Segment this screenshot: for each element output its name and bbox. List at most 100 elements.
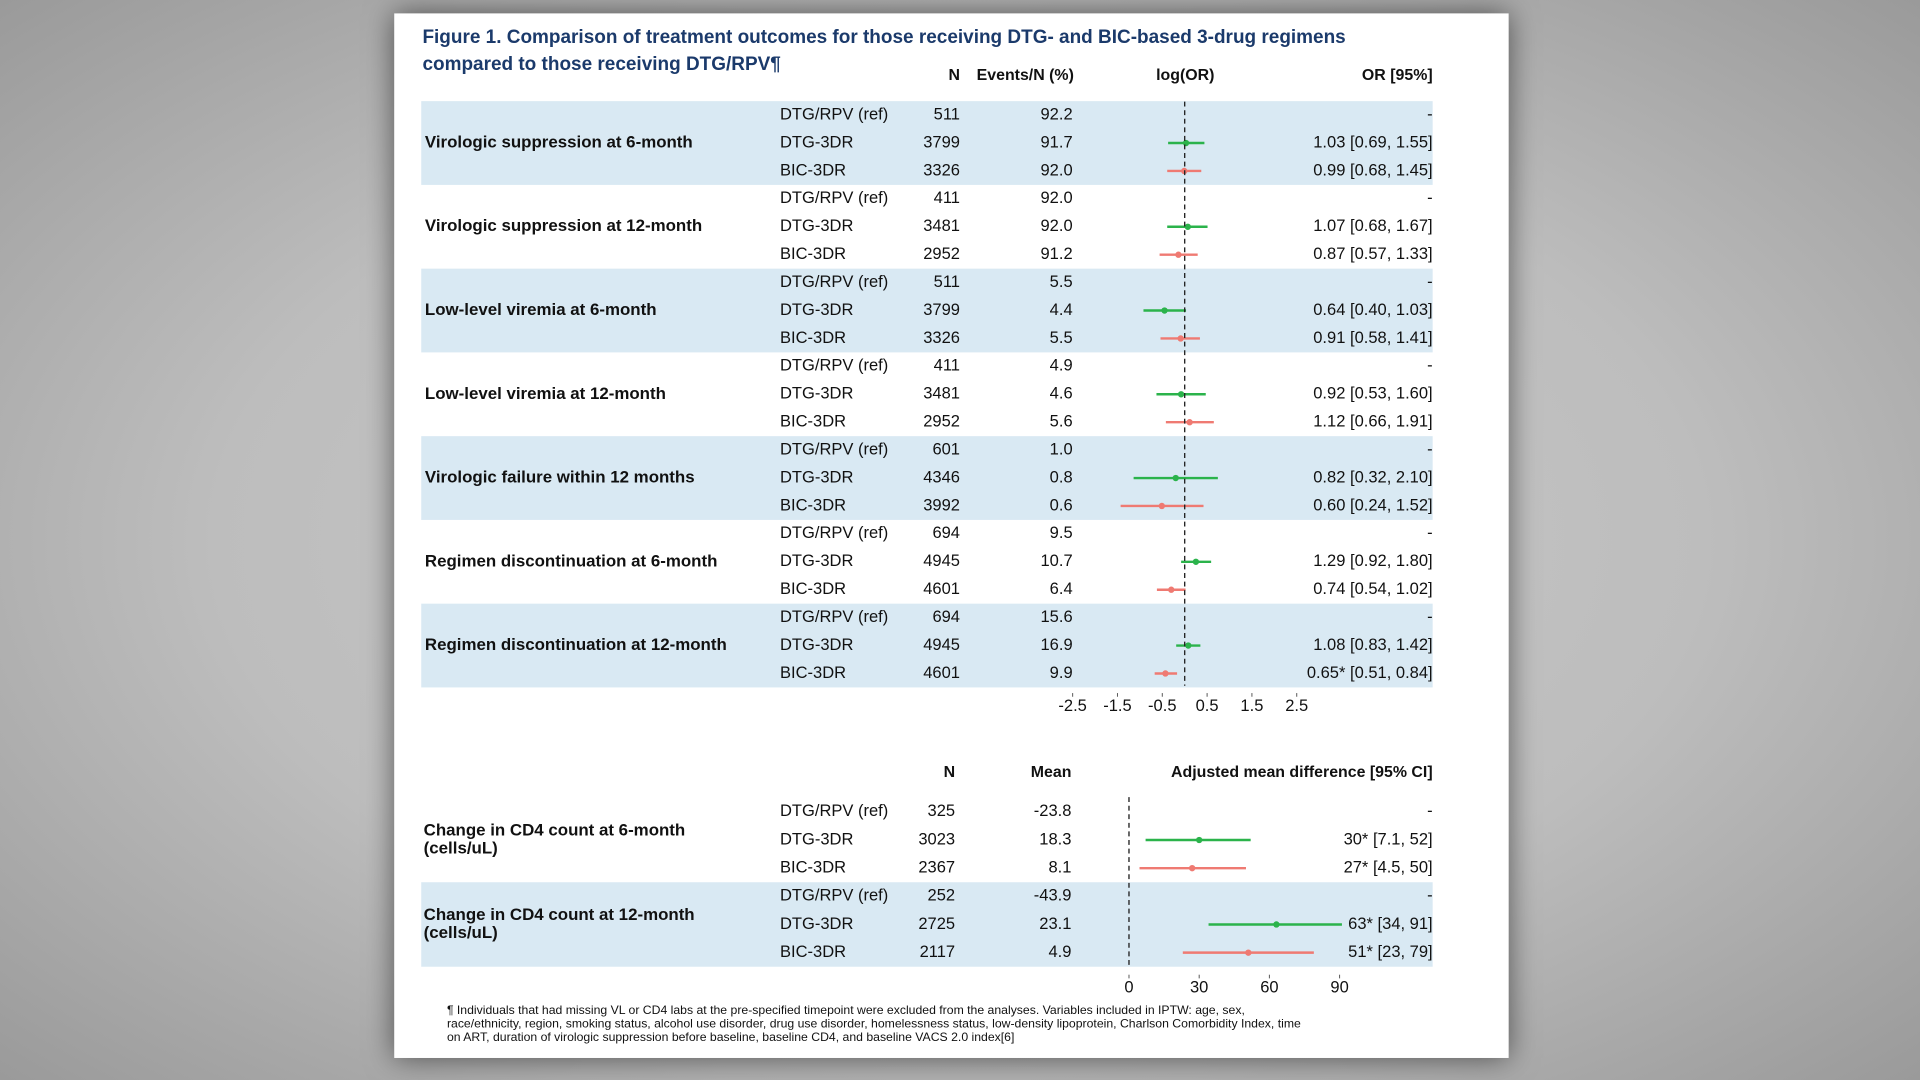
regimen: BIC-3DR [780,942,846,961]
estimate-label: 63* [34, 91] [1348,914,1432,933]
group-label: Regimen discontinuation at 6-month [425,551,718,570]
group-band [421,436,1433,520]
regimen: DTG/RPV (ref) [780,801,888,820]
n-value: 4945 [923,551,960,570]
events-value: 9.5 [1050,523,1073,542]
group-label: Virologic suppression at 12-month [425,216,702,235]
n-value: 601 [932,439,960,458]
estimate-label: 1.29 [0.92, 1.80] [1313,551,1432,570]
n-value: 3992 [923,495,960,514]
n-value: 3481 [923,384,960,403]
regimen: DTG/RPV (ref) [780,439,888,458]
events-value: 23.1 [1039,914,1071,933]
x-tick-label: 1.5 [1240,696,1263,715]
events-value: 92.0 [1040,160,1072,179]
events-value: 4.9 [1048,942,1071,961]
events-value: 16.9 [1040,635,1072,654]
group-label: Change in CD4 count at 12-month [424,905,695,924]
estimate-point [1177,335,1184,342]
regimen: BIC-3DR [780,412,846,431]
title-line: compared to those receiving DTG/RPV¶ [422,54,780,75]
regimen: DTG/RPV (ref) [780,188,888,207]
estimate-label: - [1427,188,1433,207]
estimate-label: 1.12 [0.66, 1.91] [1313,412,1432,431]
estimate-point [1184,223,1192,230]
group-label: Low-level viremia at 12-month [425,384,666,403]
events-value: 6.4 [1050,579,1073,598]
x-tick-label: -1.5 [1103,696,1131,715]
n-value: 2952 [923,412,960,431]
regimen: DTG-3DR [780,132,853,151]
estimate-label: 0.99 [0.68, 1.45] [1313,160,1432,179]
regimen: DTG-3DR [780,829,853,848]
events-value: 8.1 [1048,858,1071,877]
events-value: 10.7 [1040,551,1072,570]
n-value: 2725 [918,914,955,933]
events-value: 0.6 [1050,495,1073,514]
estimate-label: - [1427,272,1433,291]
n-value: 325 [928,801,956,820]
events-value: 15.6 [1040,607,1072,626]
regimen: DTG-3DR [780,300,853,319]
regimen: DTG-3DR [780,384,853,403]
n-value: 694 [932,607,960,626]
regimen: DTG/RPV (ref) [780,272,888,291]
regimen: DTG/RPV (ref) [780,104,888,123]
events-value: 5.6 [1050,412,1073,431]
column-header: log(OR) [1156,67,1214,84]
estimate-label: 1.03 [0.69, 1.55] [1313,132,1432,151]
regimen: DTG-3DR [780,467,853,486]
n-value: 3326 [923,160,960,179]
estimate-label: - [1427,356,1433,375]
events-value: 4.6 [1050,384,1073,403]
events-value: 92.2 [1040,104,1072,123]
n-value: 3326 [923,328,960,347]
events-value: 91.2 [1040,244,1072,263]
estimate-label: 27* [4.5, 50] [1344,858,1433,877]
estimate-point [1177,391,1185,398]
estimate-point [1172,474,1179,482]
events-value: 4.9 [1050,356,1073,375]
regimen: BIC-3DR [780,858,846,877]
regimen: BIC-3DR [780,160,846,179]
x-tick-label: 0.5 [1196,696,1219,715]
group-band [421,101,1433,185]
events-value: 1.0 [1050,439,1073,458]
estimate-label: 0.87 [0.57, 1.33] [1313,244,1432,263]
estimate-label: - [1427,439,1433,458]
regimen: BIC-3DR [780,495,846,514]
footnote-line: race/ethnicity, region, smoking status, … [447,1016,1301,1030]
n-value: 3481 [923,216,960,235]
estimate-label: 0.65* [0.51, 0.84] [1307,663,1433,682]
estimate-label: 0.64 [0.40, 1.03] [1313,300,1432,319]
events-value: 0.8 [1050,467,1073,486]
n-value: 2117 [920,942,956,961]
n-value: 2367 [918,858,955,877]
regimen: DTG-3DR [780,635,853,654]
n-value: 411 [934,356,960,375]
x-tick-label: 2.5 [1285,696,1308,715]
events-value: -23.8 [1034,801,1072,820]
column-header: Adjusted mean difference [95% CI] [1171,764,1433,781]
regimen: DTG/RPV (ref) [780,886,888,905]
group-label: Virologic suppression at 6-month [425,132,693,151]
group-label: Change in CD4 count at 6-month [424,820,686,839]
estimate-label: 30* [7.1, 52] [1344,829,1433,848]
n-value: 511 [934,104,960,123]
n-value: 2952 [923,244,960,263]
regimen: BIC-3DR [780,579,846,598]
x-tick-label: 90 [1330,978,1348,997]
n-value: 4346 [923,467,960,486]
column-header: N [949,67,961,84]
group-band [421,268,1433,353]
x-tick-label: -2.5 [1058,696,1086,715]
n-value: 411 [934,188,960,207]
group-label: Regimen discontinuation at 12-month [425,635,727,654]
estimate-label: - [1427,886,1433,905]
regimen: DTG-3DR [780,216,853,235]
events-value: 18.3 [1039,829,1071,848]
estimate-point [1182,139,1190,147]
estimate-point [1185,642,1192,649]
